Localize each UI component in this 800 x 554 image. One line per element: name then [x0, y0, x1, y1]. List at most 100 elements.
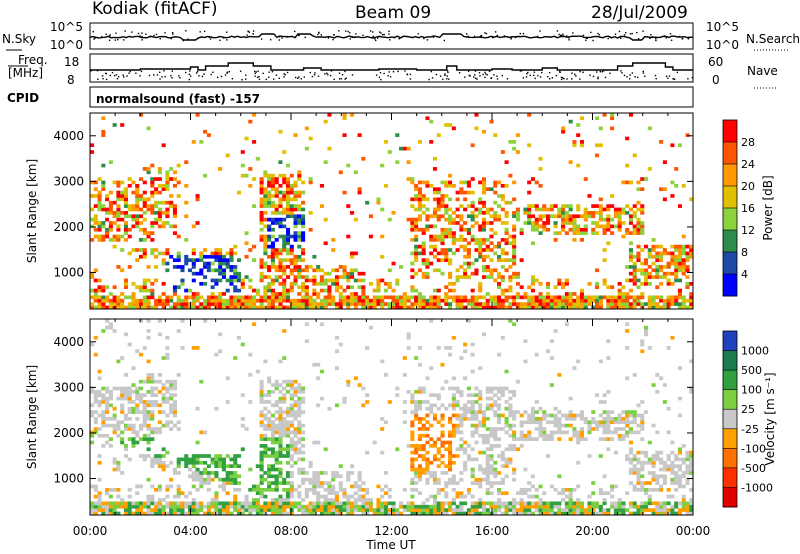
nave-point	[179, 77, 181, 79]
nave-point	[431, 77, 434, 79]
colorbar-tick-label: 25	[741, 403, 755, 416]
nave-point	[563, 78, 565, 80]
nsearch-point	[383, 33, 385, 36]
nave-point	[379, 72, 382, 74]
nave-point	[254, 72, 256, 75]
nave-point	[406, 73, 409, 75]
nsearch-point	[327, 37, 330, 39]
nave-point	[559, 71, 561, 73]
beam-title: Beam 09	[355, 3, 431, 23]
nsearch-point	[665, 37, 667, 39]
nave-point	[525, 76, 528, 78]
nave-point	[153, 74, 155, 76]
nsearch-point	[164, 32, 166, 34]
nave-point	[188, 73, 191, 75]
nave-point	[397, 70, 399, 73]
nsearch-point	[393, 37, 396, 39]
nsearch-point	[568, 39, 570, 41]
nsearch-point	[320, 34, 322, 36]
nave-point	[295, 76, 297, 79]
colorbar-tick-label: -500	[741, 462, 766, 475]
nsearch-point	[171, 32, 174, 34]
nsearch-point	[519, 32, 521, 35]
nsearch-point	[318, 32, 320, 34]
y-tick-label: 1000	[53, 472, 84, 486]
x-tick-label: 00:00	[676, 524, 711, 538]
nave-point	[262, 72, 264, 75]
freq-trace	[90, 62, 693, 71]
nave-point	[484, 76, 486, 79]
nave-point	[654, 74, 657, 77]
nave-point	[128, 72, 130, 74]
nsearch-point	[669, 33, 672, 35]
nsearch-point	[623, 34, 626, 36]
nsearch-point	[349, 38, 351, 40]
nave-point	[212, 71, 214, 73]
nsearch-point	[598, 34, 600, 36]
nsearch-point	[625, 32, 627, 34]
nave-point	[178, 75, 180, 77]
nave-point	[409, 73, 412, 76]
nsearch-point	[620, 37, 622, 39]
nave-point	[189, 70, 191, 72]
nsearch-point	[426, 39, 429, 41]
nave-point	[388, 71, 390, 73]
nave-point	[389, 76, 392, 78]
nave-point	[428, 78, 430, 81]
cpid-label: CPID	[7, 91, 39, 105]
nsearch-point	[484, 32, 486, 34]
nave-point	[123, 76, 125, 78]
nsearch-point	[510, 37, 512, 39]
nave-point	[501, 74, 503, 77]
nsearch-point	[226, 31, 228, 33]
nsearch-point	[597, 32, 599, 35]
nave-point	[254, 70, 256, 73]
nsearch-point	[170, 37, 172, 40]
nave-point	[488, 70, 491, 72]
nave-point	[228, 71, 230, 73]
nsearch-point	[539, 30, 541, 32]
nave-point	[297, 77, 299, 79]
nsearch-point	[562, 36, 564, 38]
nave-point	[195, 72, 198, 74]
nave-point	[216, 76, 219, 78]
nave-point	[496, 75, 498, 77]
nave-point	[547, 76, 549, 78]
velocity-data-cells	[90, 319, 694, 516]
nsearch-point	[109, 35, 111, 37]
nsearch-point	[131, 31, 133, 33]
nsearch-point	[141, 35, 143, 38]
nsearch-point	[614, 33, 617, 35]
colorbar-tick-label: 8	[741, 246, 748, 259]
nsearch-point	[522, 32, 525, 35]
nave-point	[485, 73, 487, 75]
nsearch-point	[650, 34, 652, 36]
nsearch-point	[417, 33, 419, 35]
nsearch-point	[333, 34, 335, 36]
nsearch-point	[294, 30, 296, 33]
nave-point	[159, 71, 161, 73]
nave-point	[519, 70, 522, 72]
y-tick-label: 4000	[53, 129, 84, 143]
nsearch-point	[124, 30, 126, 32]
freq-tick-low: 8	[67, 73, 75, 87]
nsearch-point	[670, 39, 673, 41]
nave-point	[551, 77, 554, 79]
nave-point	[560, 78, 563, 81]
nave-point	[474, 74, 476, 76]
nsearch-point	[568, 37, 570, 39]
nave-point	[561, 77, 564, 79]
nave-point	[226, 71, 229, 73]
nave-point	[571, 78, 573, 80]
nave-point	[522, 77, 525, 79]
nave-point	[105, 78, 108, 81]
nave-point	[102, 78, 104, 80]
nave-point	[300, 78, 302, 80]
nsearch-point	[278, 39, 281, 41]
power-colorbar-label: Power [dB]	[761, 175, 775, 240]
nave-point	[258, 75, 260, 78]
nsearch-point	[139, 35, 141, 37]
nsearch-point	[388, 33, 390, 35]
nave-point	[674, 78, 676, 80]
nave-point	[171, 70, 173, 72]
